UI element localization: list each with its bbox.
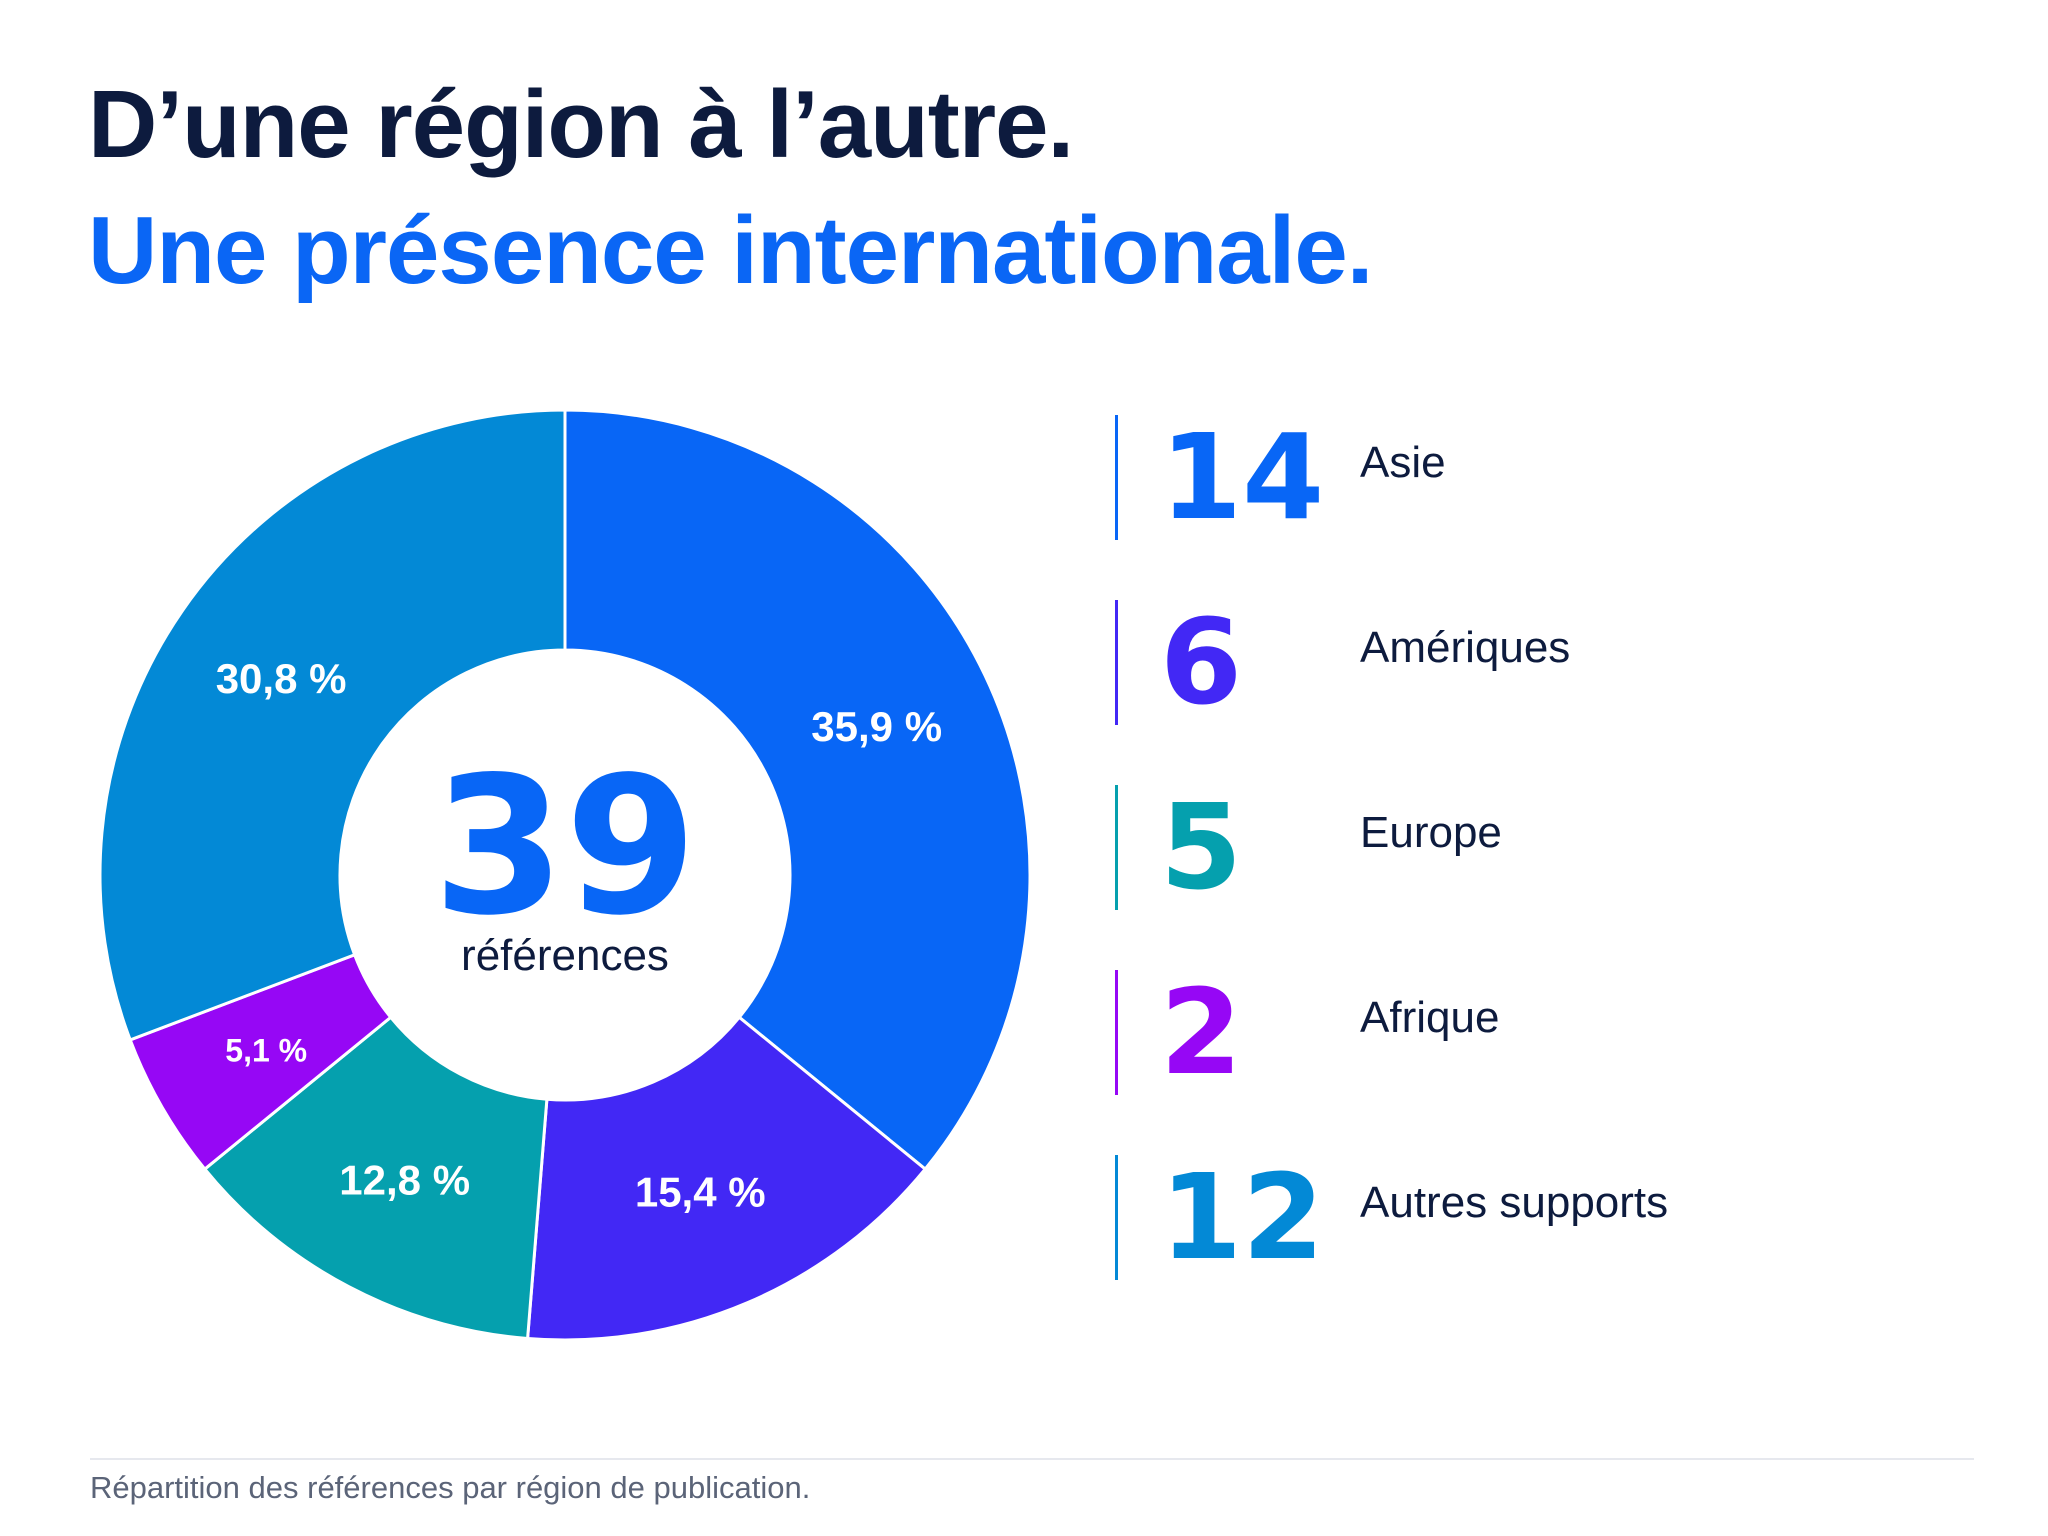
legend: 14 Asie 6 Amériques 5 Europe 2 Afrique 1… [1115, 415, 1995, 1340]
legend-bar [1115, 600, 1118, 725]
donut-slice-europe [202, 1015, 549, 1341]
footer-divider [90, 1458, 1974, 1460]
legend-label: Amériques [1360, 623, 1571, 672]
legend-item-asie: 14 Asie [1115, 415, 1995, 540]
legend-count: 12 [1160, 1148, 1325, 1286]
slice-percent-label: 35,9 % [811, 703, 942, 750]
footer-caption: Répartition des références par région de… [90, 1470, 811, 1505]
slice-percent-label: 15,4 % [635, 1168, 766, 1215]
legend-count: 2 [1160, 963, 1243, 1101]
center-caption: références [461, 931, 669, 980]
legend-count: 6 [1160, 593, 1243, 731]
legend-label: Autres supports [1360, 1178, 1669, 1227]
donut-slice-asie [563, 408, 1032, 1172]
legend-label: Europe [1360, 808, 1502, 857]
legend-bar [1115, 785, 1118, 910]
page-subtitle: Une présence internationale. [88, 197, 1373, 304]
legend-bar [1115, 1155, 1118, 1280]
legend-item-afrique: 2 Afrique [1115, 970, 1995, 1095]
slice-percent-label: 12,8 % [339, 1156, 470, 1203]
legend-label: Afrique [1360, 993, 1500, 1042]
legend-count: 5 [1160, 778, 1243, 916]
legend-bar [1115, 970, 1118, 1095]
page-title: D’une région à l’autre. [88, 71, 1074, 178]
legend-count: 14 [1160, 408, 1325, 546]
legend-item-ameriques: 6 Amériques [1115, 600, 1995, 725]
donut-chart: 35,9 % 15,4 % 12,8 % 5,1 % 30,8 % 39 référen… [98, 408, 1032, 1342]
legend-item-autres-supports: 12 Autres supports [1115, 1155, 1995, 1280]
donut-slice-autres-supports [98, 408, 567, 1042]
legend-item-europe: 5 Europe [1115, 785, 1995, 910]
slice-percent-label: 30,8 % [216, 655, 347, 702]
donut-slice-am-riques [525, 1015, 928, 1342]
legend-label: Asie [1360, 438, 1446, 487]
legend-bar [1115, 415, 1118, 540]
center-count: 39 [433, 736, 697, 957]
slice-percent-label: 5,1 % [225, 1033, 307, 1069]
